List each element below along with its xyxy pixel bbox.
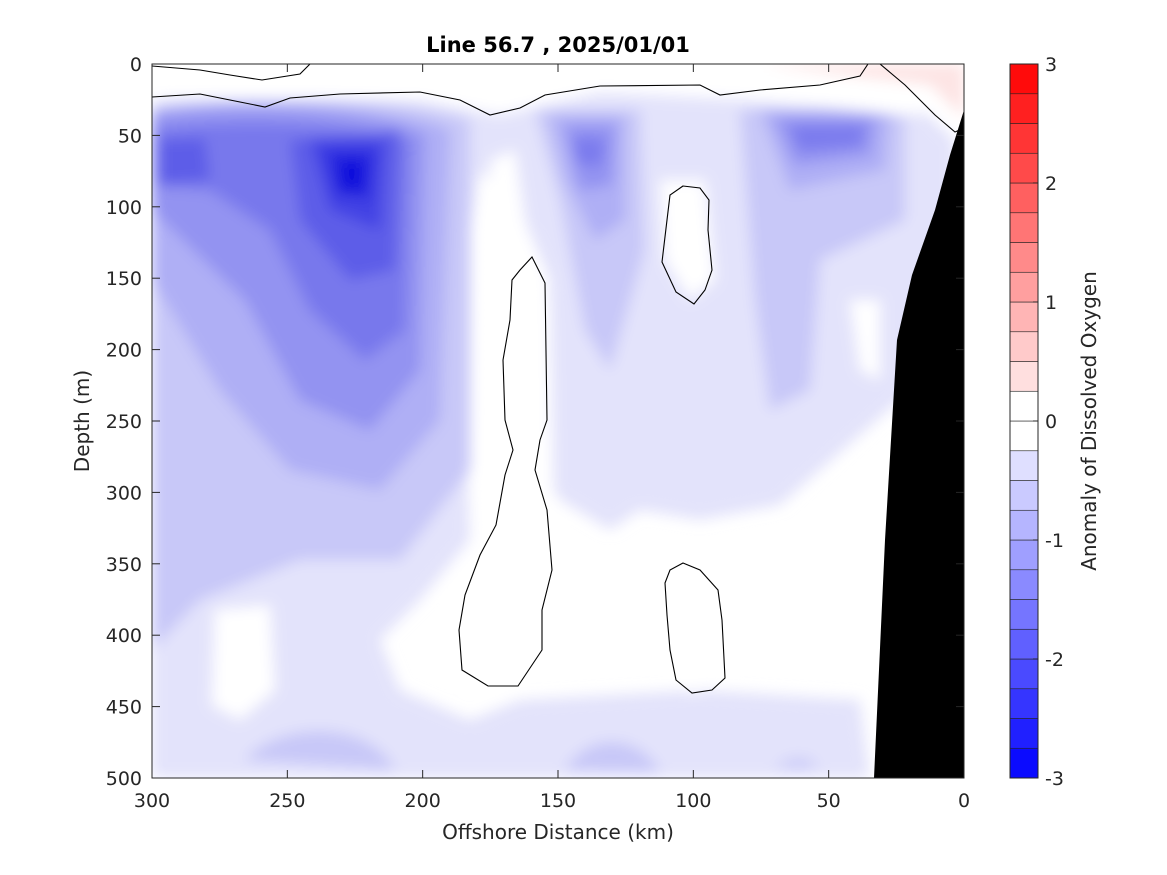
colorbar-segment bbox=[1009, 301, 1039, 333]
colorbar-segment bbox=[1009, 450, 1039, 481]
colorbar-tick-label: -1 bbox=[1045, 530, 1064, 552]
anomaly-region bbox=[665, 560, 725, 695]
colorbar-segment bbox=[1009, 361, 1039, 392]
colorbar-segment bbox=[1009, 599, 1039, 630]
anomaly-region bbox=[660, 180, 715, 300]
zero-contour-line bbox=[152, 64, 869, 116]
anomaly-region bbox=[572, 138, 604, 165]
x-tick-label: 50 bbox=[817, 790, 841, 812]
y-tick-label: 500 bbox=[106, 768, 142, 790]
y-tick-label: 0 bbox=[130, 54, 142, 76]
y-ticks: 0 50 100 150 200 250 300 350 400 450 500 bbox=[106, 54, 964, 790]
y-tick-label: 150 bbox=[106, 268, 142, 290]
colorbar-segment bbox=[1009, 628, 1039, 660]
y-tick-label: 300 bbox=[106, 482, 142, 504]
anomaly-region bbox=[790, 126, 865, 150]
colorbar-segment bbox=[1009, 212, 1039, 243]
colorbar-segment bbox=[1009, 123, 1039, 154]
colorbar-segment bbox=[1009, 569, 1039, 600]
colorbar-segment bbox=[1009, 93, 1039, 124]
anomaly-region bbox=[338, 160, 365, 192]
x-tick-label: 150 bbox=[540, 790, 576, 812]
anomaly-region bbox=[565, 742, 660, 772]
zero-contour-line bbox=[458, 256, 553, 687]
colorbar-segment bbox=[1009, 658, 1039, 690]
y-tick-label: 350 bbox=[106, 554, 142, 576]
colorbar-tick-label: 0 bbox=[1045, 411, 1057, 433]
anomaly-region bbox=[775, 758, 818, 768]
colorbar-ticks: 3 2 1 0 -1 -2 -3 bbox=[1033, 54, 1064, 790]
bathymetry bbox=[874, 110, 964, 778]
colorbar-tick-label: 1 bbox=[1045, 292, 1057, 314]
colorbar-segment bbox=[1009, 480, 1039, 511]
anomaly-region bbox=[740, 105, 905, 410]
x-axis-label: Offshore Distance (km) bbox=[442, 820, 674, 844]
x-tick-label: 200 bbox=[405, 790, 441, 812]
colorbar-segment bbox=[1009, 509, 1039, 541]
colorbar-segment bbox=[1009, 718, 1039, 749]
colorbar-segment bbox=[1009, 539, 1039, 571]
anomaly-region bbox=[760, 64, 964, 118]
x-tick-label: 100 bbox=[675, 790, 711, 812]
colorbar bbox=[1009, 63, 1039, 779]
y-tick-label: 450 bbox=[106, 697, 142, 719]
y-axis-label: Depth (m) bbox=[70, 370, 94, 472]
chart-title: Line 56.7 , 2025/01/01 bbox=[426, 33, 690, 57]
anomaly-region bbox=[212, 605, 275, 720]
y-tick-label: 400 bbox=[106, 625, 142, 647]
colorbar-segment bbox=[1009, 63, 1039, 95]
zero-contour-line bbox=[664, 562, 726, 694]
colorbar-segment bbox=[1009, 331, 1039, 362]
anomaly-region bbox=[160, 138, 210, 185]
colorbar-tick-label: 3 bbox=[1045, 54, 1057, 76]
y-tick-label: 200 bbox=[106, 340, 142, 362]
x-tick-label: 300 bbox=[134, 790, 170, 812]
plot-area bbox=[152, 64, 964, 778]
anomaly-region bbox=[245, 731, 395, 770]
y-tick-label: 50 bbox=[118, 125, 142, 147]
colorbar-segment bbox=[1009, 747, 1039, 779]
colorbar-segment bbox=[1009, 271, 1039, 303]
y-tick-label: 100 bbox=[106, 197, 142, 219]
colorbar-segment bbox=[1009, 182, 1039, 214]
x-tick-label: 0 bbox=[958, 790, 970, 812]
x-tick-label: 250 bbox=[269, 790, 305, 812]
x-ticks: 300 250 200 150 100 50 0 bbox=[134, 64, 970, 812]
zero-contour-line bbox=[152, 64, 311, 81]
colorbar-label: Anomaly of Dissolved Oxygen bbox=[1077, 271, 1101, 571]
colorbar-tick-label: -3 bbox=[1045, 768, 1064, 790]
colorbar-tick-label: 2 bbox=[1045, 173, 1057, 195]
anomaly-field bbox=[152, 64, 964, 778]
colorbar-segment bbox=[1009, 688, 1039, 719]
anomaly-region bbox=[152, 64, 964, 115]
colorbar-segment bbox=[1009, 242, 1039, 273]
colorbar-segment bbox=[1009, 390, 1039, 422]
colorbar-tick-label: -2 bbox=[1045, 649, 1064, 671]
colorbar-segment bbox=[1009, 420, 1039, 452]
y-tick-label: 250 bbox=[106, 411, 142, 433]
colorbar-segment bbox=[1009, 152, 1039, 184]
zero-contour-line bbox=[661, 185, 713, 305]
anomaly-region bbox=[850, 300, 880, 380]
